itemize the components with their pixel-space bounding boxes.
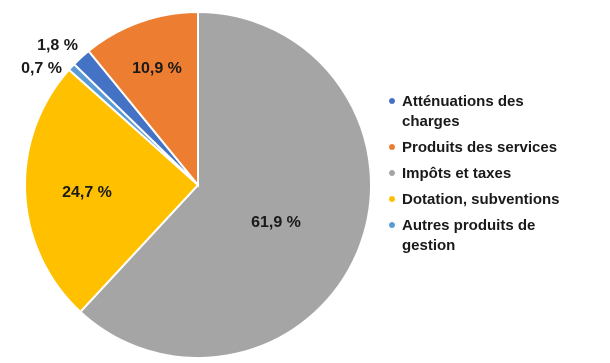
data-label-2: 0,7 % — [21, 60, 62, 77]
legend-label-4-line-1: gestion — [402, 237, 455, 254]
legend-item-4: Autres produits de gestion — [389, 217, 535, 254]
pie-slice-4 — [87, 10, 199, 188]
legend-label-0-line-0: Atténuations des — [402, 93, 524, 110]
legend-marker-0 — [389, 98, 395, 104]
data-label-1: 24,7 % — [62, 184, 112, 201]
legend-label-4-line-0: Autres produits de — [402, 217, 535, 234]
pie-slice-0 — [78, 10, 373, 359]
legend-marker-3 — [389, 196, 395, 202]
pie-slice-1 — [24, 68, 200, 314]
legend-item-0: Atténuations des charges — [389, 93, 524, 130]
legend-marker-2 — [389, 170, 395, 176]
legend: Atténuations des charges Produits des serv… — [389, 93, 560, 254]
legend-item-2: Impôts et taxes — [389, 165, 511, 182]
legend-item-1: Produits des services — [389, 139, 557, 156]
legend-item-3: Dotation, subventions — [389, 191, 560, 208]
pie-slices — [24, 10, 373, 359]
pie-data-labels: 61,9 % 24,7 % 0,7 % 1,8 % 10,9 % — [21, 37, 301, 231]
legend-label-3-line-0: Dotation, subventions — [402, 191, 560, 208]
legend-marker-4 — [389, 222, 395, 228]
data-label-0: 61,9 % — [251, 214, 301, 231]
legend-label-2-line-0: Impôts et taxes — [402, 165, 511, 182]
legend-marker-1 — [389, 144, 395, 150]
legend-label-1-line-0: Produits des services — [402, 139, 557, 156]
legend-label-0-line-1: charges — [402, 113, 460, 130]
data-label-4: 10,9 % — [132, 60, 182, 77]
data-label-3: 1,8 % — [37, 37, 78, 54]
